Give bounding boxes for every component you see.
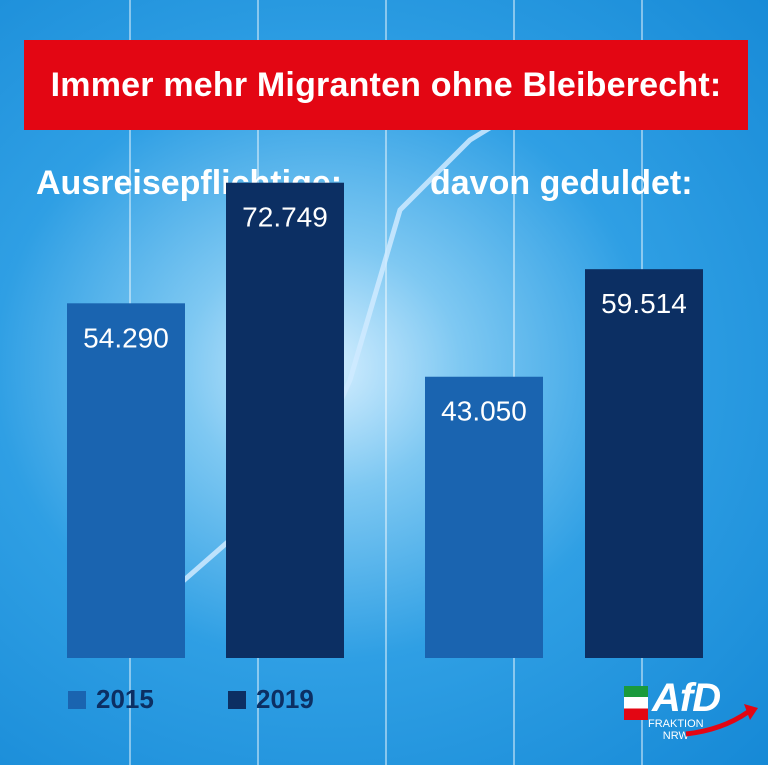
legend-label-2019: 2019	[256, 684, 314, 714]
logo-text: AfD	[652, 676, 721, 720]
nrw-flag-icon	[624, 686, 648, 720]
swoosh-arrow-icon	[685, 704, 758, 737]
afd-logo: AfD FRAKTION NRW	[622, 676, 762, 760]
legend-swatch-2019	[228, 690, 246, 709]
bar-value-label: 72.749	[242, 202, 328, 233]
bar-value-label: 59.514	[601, 288, 687, 319]
bar-geduldet-2019	[585, 269, 703, 658]
panel-title-right: davon geduldet:	[430, 164, 693, 202]
logo-sub-line1: FRAKTION	[648, 718, 704, 730]
bar-ausreisepflichtige-2015	[67, 303, 185, 658]
logo-subtitle: FRAKTION NRW	[648, 718, 704, 742]
legend-swatch-2015	[68, 690, 86, 709]
logo-sub-line2: NRW	[662, 730, 689, 742]
bar-geduldet-2015	[425, 376, 543, 658]
legend-item-2019: 2019	[228, 684, 314, 715]
title-banner: Immer mehr Migranten ohne Bleiberecht:	[24, 40, 748, 130]
bar-value-label: 54.290	[83, 322, 169, 353]
bar-ausreisepflichtige-2019	[226, 182, 344, 658]
bar-value-label: 43.050	[441, 396, 527, 427]
banner-title: Immer mehr Migranten ohne Bleiberecht:	[50, 65, 722, 104]
legend-label-2015: 2015	[96, 684, 154, 714]
legend-item-2015: 2015	[68, 684, 154, 715]
